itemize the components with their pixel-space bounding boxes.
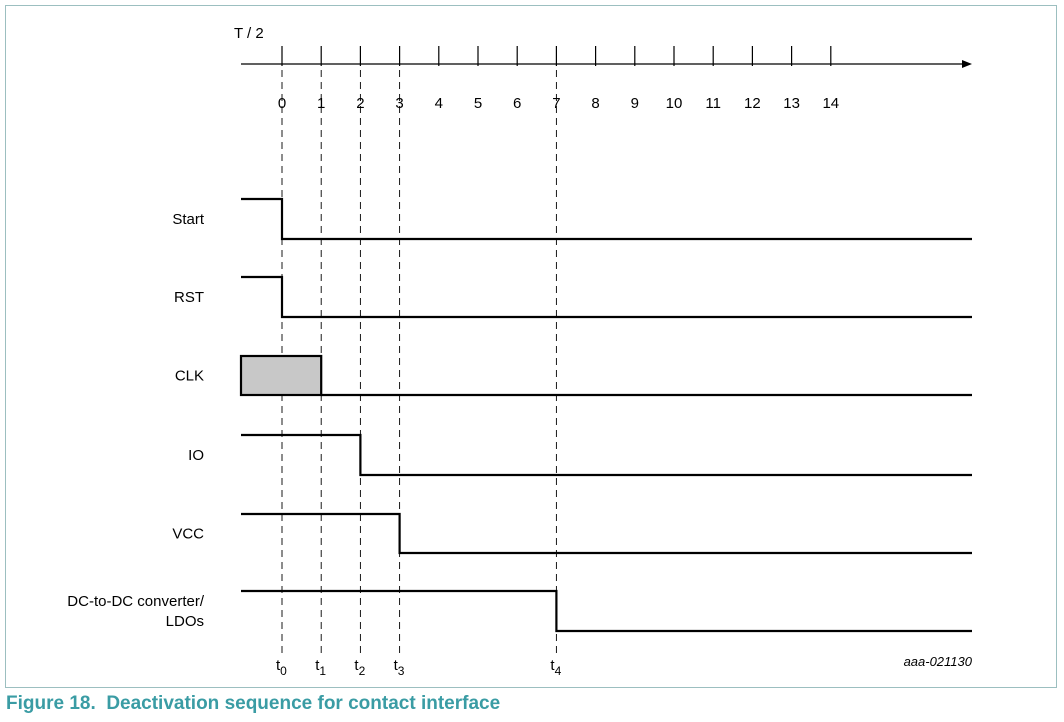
axis-tick-label: 1 <box>317 95 325 112</box>
time-markers: t0 t1 t2 t3 t4 <box>276 657 562 678</box>
axis-label: T / 2 <box>234 25 264 42</box>
axis-tick-label: 6 <box>513 95 521 112</box>
axis-tick-label: 7 <box>552 95 560 112</box>
axis-arrowhead <box>962 60 972 68</box>
signal-label: Start <box>172 211 205 228</box>
time-axis: T / 2 0 1 2 3 4 5 6 7 8 9 10 11 12 13 14 <box>234 25 972 112</box>
time-marker-label: t1 <box>315 657 326 678</box>
signal-io: IO <box>188 433 972 477</box>
signal-label: VCC <box>172 526 204 543</box>
axis-tick-label: 9 <box>631 95 639 112</box>
axis-tick-label: 0 <box>278 95 286 112</box>
signal-vcc: VCC <box>172 512 972 555</box>
signal-wave <box>241 512 972 555</box>
figure-id: aaa-021130 <box>904 654 973 669</box>
caption-number: Figure 18. <box>6 693 96 714</box>
time-marker-label: t4 <box>550 657 561 678</box>
time-marker-label: t3 <box>394 657 405 678</box>
axis-tick-label: 8 <box>591 95 599 112</box>
axis-tick-label: 10 <box>666 95 683 112</box>
signal-label: DC-to-DC converter/ <box>67 593 205 610</box>
time-marker-label: t0 <box>276 657 287 678</box>
signal-clk: CLK <box>175 354 972 397</box>
axis-tick-label: 11 <box>705 95 721 112</box>
signal-waveforms: Start RST CLK IO VCC DC-to-DC converter/LDOs <box>67 197 972 633</box>
signal-wave <box>241 433 972 477</box>
signal-wave <box>241 197 972 241</box>
axis-tick-label: 3 <box>395 95 403 112</box>
axis-tick-label: 5 <box>474 95 482 112</box>
signal-label: LDOs <box>166 613 204 630</box>
clock-burst <box>239 354 323 397</box>
signal-wave <box>241 275 972 319</box>
vertical-guides <box>281 70 557 654</box>
axis-tick-label: 13 <box>783 95 800 112</box>
signal-dcdc: DC-to-DC converter/LDOs <box>67 589 972 633</box>
axis-tick-label: 14 <box>822 95 839 112</box>
axis-tick-label: 4 <box>435 95 443 112</box>
caption-text: Deactivation sequence for contact interf… <box>106 693 501 714</box>
axis-tick-label: 12 <box>744 95 761 112</box>
signal-label: CLK <box>175 368 204 385</box>
timing-diagram: T / 2 0 1 2 3 4 5 6 7 8 9 10 11 12 13 14 StartRSTCLKIO… <box>67 25 973 678</box>
axis-tick-label: 2 <box>356 95 364 112</box>
signal-rst: RST <box>174 275 972 319</box>
figure-frame: T / 2 0 1 2 3 4 5 6 7 8 9 10 11 12 13 14 Start RST CLK IO… <box>5 5 1057 688</box>
signal-label: IO <box>188 447 204 464</box>
signal-start: Start <box>172 197 972 241</box>
signal-label: RST <box>174 289 204 306</box>
figure-caption: Figure 18. Deactivation sequence for con… <box>6 690 500 718</box>
signal-wave <box>241 589 972 633</box>
time-marker-label: t2 <box>354 657 365 678</box>
